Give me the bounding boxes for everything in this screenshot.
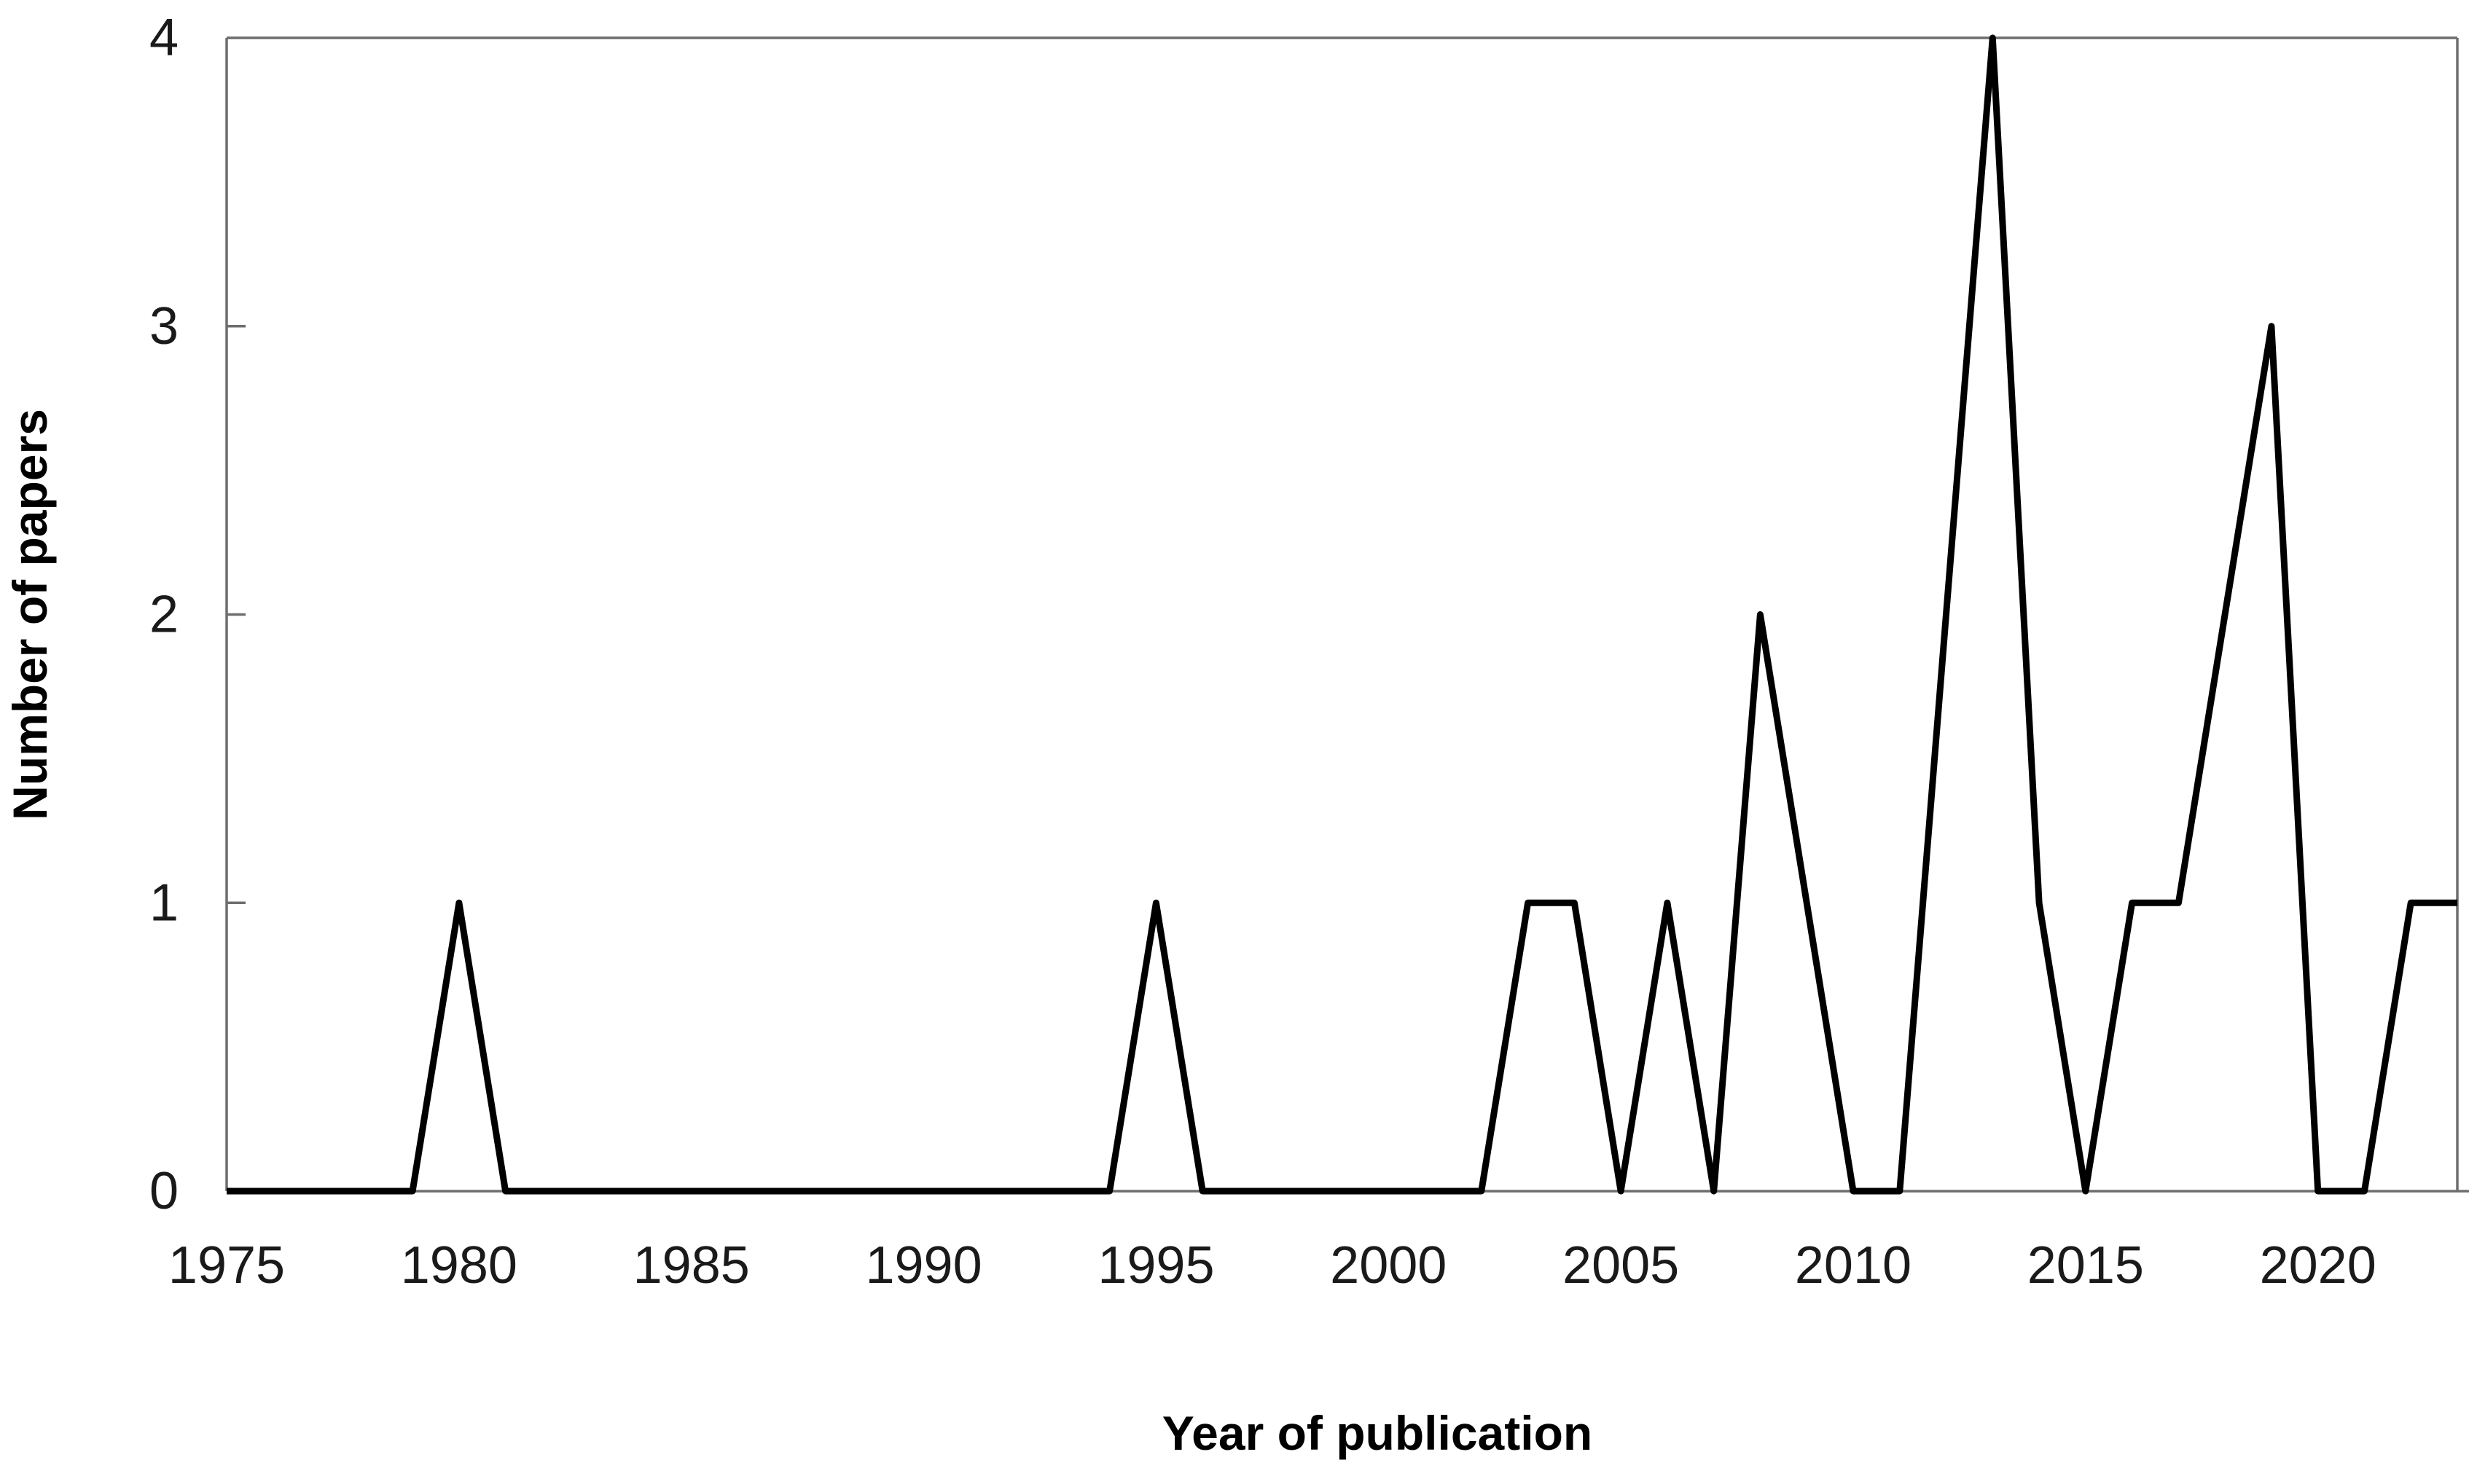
x-axis-title: Year of publication xyxy=(1162,1406,1592,1460)
y-tick-marks xyxy=(227,325,246,904)
x-tick-label: 1995 xyxy=(1097,1236,1214,1295)
x-tick-label: 1975 xyxy=(168,1236,285,1295)
y-tick-label: 0 xyxy=(149,1162,179,1220)
y-tick-labels: 0 1 2 3 4 xyxy=(149,9,179,1220)
y-tick-label: 1 xyxy=(149,873,179,932)
x-tick-label: 2000 xyxy=(1330,1236,1447,1295)
y-axis-title: Number of papers xyxy=(3,409,57,820)
y-tick-label: 3 xyxy=(149,297,179,356)
x-tick-label: 1980 xyxy=(401,1236,517,1295)
x-tick-labels: 1975 1980 1985 1990 1995 2000 2005 2010 2015 2020 xyxy=(168,1236,2376,1295)
papers-per-year-line-series xyxy=(227,34,2457,1195)
x-tick-label: 1985 xyxy=(633,1236,750,1295)
y-tick-label: 4 xyxy=(149,9,179,67)
y-tick-label: 2 xyxy=(149,586,179,644)
x-tick-label: 2015 xyxy=(2027,1236,2144,1295)
x-tick-label: 1990 xyxy=(865,1236,982,1295)
x-tick-label: 2005 xyxy=(1562,1236,1679,1295)
x-tick-label: 2010 xyxy=(1795,1236,1912,1295)
x-tick-label: 2020 xyxy=(2260,1236,2376,1295)
